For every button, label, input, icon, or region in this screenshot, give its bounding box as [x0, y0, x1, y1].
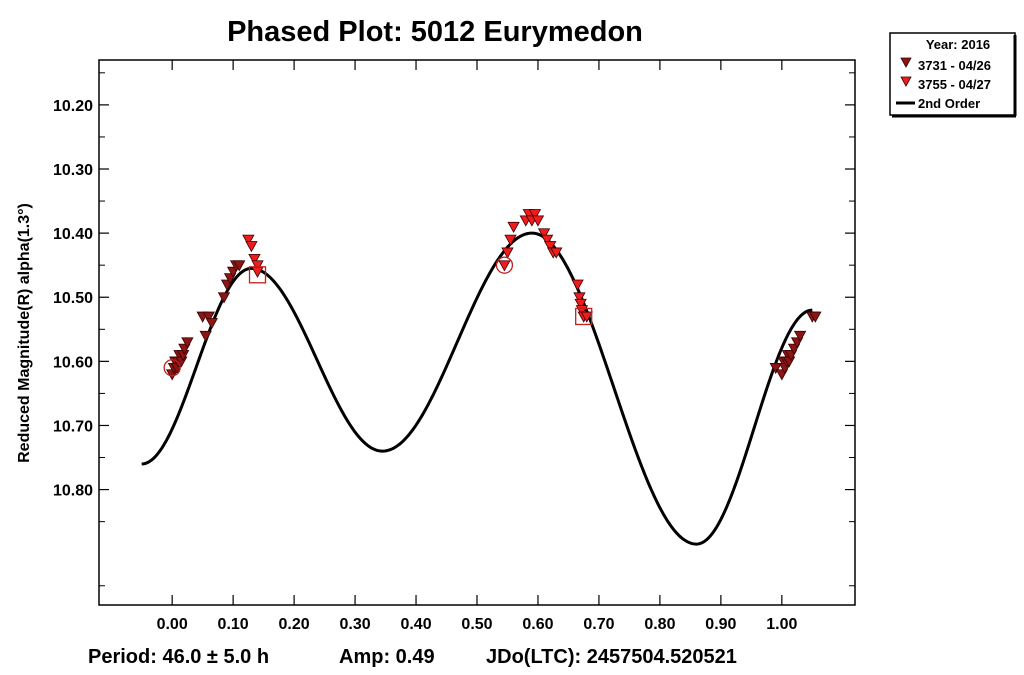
data-point-series-2	[251, 260, 264, 272]
data-point-series-2	[531, 215, 545, 227]
legend-entry-label: 3731 - 04/26	[918, 58, 991, 73]
data-point-series-2	[571, 279, 584, 291]
fit-curve-2nd-order	[141, 231, 813, 546]
data-point-series-1	[233, 260, 246, 272]
y-tick-label: 10.50	[53, 290, 93, 307]
data-point-series-1	[769, 362, 782, 375]
highlight-circle-marker	[163, 359, 181, 377]
highlighted-points	[163, 256, 593, 377]
y-axis: 10.20 10.30 10.40 10.50 10.60 10.70 10.80	[53, 72, 855, 587]
x-tick-label: 0.80	[644, 616, 675, 633]
data-point-series-1	[217, 292, 231, 304]
jdo-label: JDo(LTC): 2457504.520521	[486, 646, 737, 668]
x-tick-label: 0.00	[157, 616, 188, 633]
data-point-series-1	[181, 337, 194, 349]
data-point-series-2	[248, 253, 261, 266]
x-tick-label: 0.50	[461, 616, 492, 633]
y-tick-label: 10.40	[53, 226, 93, 243]
x-tick-label: 0.90	[705, 616, 736, 633]
x-tick-label: 0.30	[339, 616, 370, 633]
data-point-series-2	[574, 298, 587, 310]
x-tick-label: 0.40	[400, 616, 431, 633]
legend-entries: 3731 - 04/26 3755 - 04/27 2nd Order	[896, 57, 991, 111]
data-point-series-2	[501, 247, 514, 259]
data-point-series-2	[498, 260, 511, 272]
data-point-series-1	[205, 318, 218, 330]
data-point-series-1	[809, 311, 822, 323]
data-point-series-2	[573, 292, 586, 304]
y-axis-label: Reduced Magnitude(R) alpha(1.3°)	[16, 203, 33, 463]
highlight-square-marker	[575, 307, 593, 326]
y-tick-label: 10.70	[53, 418, 93, 435]
highlight-circle-marker	[495, 256, 514, 274]
data-point-series-2	[528, 209, 542, 221]
data-point-series-2	[242, 234, 255, 246]
period-label: Period: 46.0 ± 5.0 h	[88, 646, 269, 668]
legend-entry-label: 3755 - 04/27	[918, 77, 991, 92]
data-point-series-2	[537, 228, 551, 240]
data-point-series-2	[580, 311, 593, 323]
x-tick-label: 0.70	[583, 616, 614, 633]
data-point-series-1	[199, 330, 212, 343]
data-point-series-1	[202, 311, 215, 323]
y-tick-label: 10.20	[53, 98, 93, 115]
y-tick-label: 10.30	[53, 162, 93, 179]
x-tick-label: 1.00	[766, 616, 797, 633]
legend-entry-label: 2nd Order	[918, 96, 980, 111]
legend-header: Year: 2016	[926, 37, 990, 52]
y-tick-label: 10.80	[53, 483, 93, 500]
data-point-series-2	[507, 221, 520, 234]
data-point-series-2	[550, 247, 563, 259]
data-point-series-2	[543, 241, 557, 253]
data-point-series-2	[540, 234, 554, 246]
legend-triangle-swatch	[900, 76, 912, 87]
data-point-series-1	[793, 330, 807, 343]
data-point-series-2	[245, 241, 258, 253]
plot-frame	[98, 59, 856, 606]
amplitude-label: Amp: 0.49	[339, 646, 435, 668]
y-tick-label: 10.60	[53, 354, 93, 371]
highlight-square-marker	[248, 266, 267, 284]
x-axis: 0.00 0.10 0.20 0.30 0.40 0.50 0.60 0.70 0.80 0.90…	[157, 60, 798, 633]
x-tick-label: 0.20	[279, 616, 310, 633]
data-point-series-2	[504, 234, 517, 246]
chart-title: Phased Plot: 5012 Eurymedon	[227, 16, 643, 48]
x-tick-label: 0.10	[218, 616, 249, 633]
legend-triangle-swatch	[900, 57, 912, 68]
legend-box	[889, 32, 1016, 116]
x-tick-label: 0.60	[522, 616, 553, 633]
data-points	[165, 209, 822, 381]
legend: Year: 2016 3731 - 04/26 3755 - 04/27 2nd O…	[889, 32, 1017, 118]
